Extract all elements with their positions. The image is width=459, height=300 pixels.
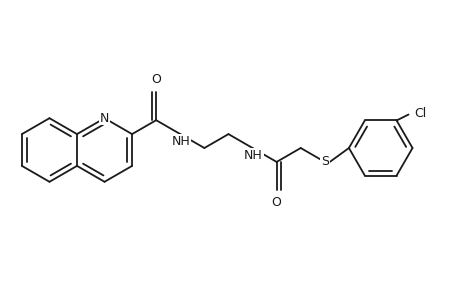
Text: O: O — [271, 196, 281, 209]
Text: NH: NH — [172, 135, 190, 148]
Text: O: O — [151, 74, 161, 86]
Text: NH: NH — [244, 149, 263, 162]
Text: Cl: Cl — [414, 107, 426, 120]
Text: N: N — [100, 112, 109, 125]
Text: S: S — [320, 155, 328, 168]
